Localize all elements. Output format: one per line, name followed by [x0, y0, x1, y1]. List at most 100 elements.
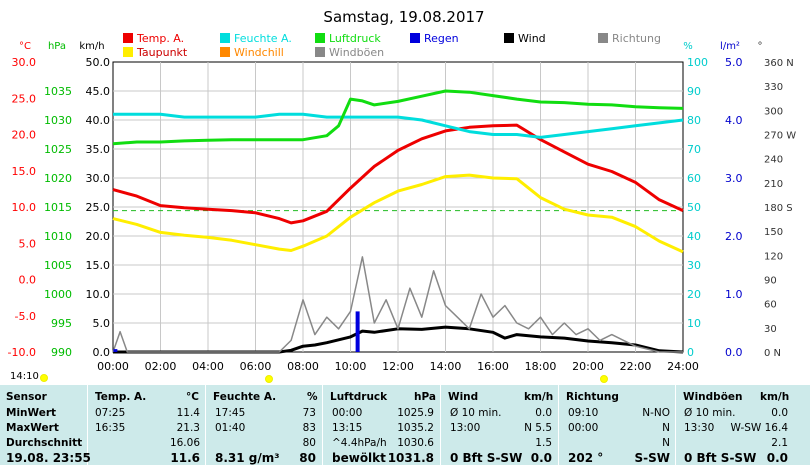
pressure-tick-label: 995	[51, 317, 72, 330]
cell-gust-time: 13:30	[684, 422, 715, 434]
legend-label: Taupunkt	[136, 46, 188, 59]
legend-swatch	[598, 33, 608, 43]
wind-tick-label: 15.0	[86, 259, 111, 272]
legend-label: Feuchte A.	[234, 32, 292, 45]
header-pressure-unit: hPa	[414, 391, 436, 403]
cell-wind-time: Ø 10 min.	[450, 407, 502, 419]
humidity-tick-label: 0	[687, 346, 694, 359]
header-humidity-unit: %	[307, 391, 318, 403]
cell-temp-val: 16.06	[169, 437, 200, 449]
direction-tick-label: 180 S	[764, 203, 793, 214]
axis-unit-labels: °C hPa km/h% l/m² °	[19, 41, 762, 52]
temp-tick-label: 20.0	[12, 129, 37, 142]
cell-label: MaxWert	[6, 422, 59, 434]
direction-tick-label: 90	[764, 276, 777, 287]
pressure-tick-label: 1010	[44, 230, 72, 243]
cell-dir-time: 00:00	[568, 422, 599, 434]
table-header: Sensor Temp. A. °C Feuchte A. % Luftdruc…	[0, 389, 810, 405]
pressure-tick-label: 990	[51, 346, 72, 359]
direction-tick-label: 150	[764, 227, 783, 238]
legend-swatch	[220, 33, 230, 43]
cell-wind-val: N 5.5	[524, 422, 552, 434]
cell-gust-time: Ø 10 min.	[684, 407, 736, 419]
legend-label: Regen	[424, 32, 459, 45]
time-tick-label: 14:00	[430, 360, 462, 373]
time-tick-label: 16:00	[477, 360, 509, 373]
legend-swatch	[315, 47, 325, 57]
series-line-taupunkt	[112, 173, 684, 254]
cell-dir-val: N-NO	[642, 407, 670, 419]
sunrise-icon	[265, 375, 273, 383]
pressure-tick-label: 1035	[44, 85, 72, 98]
chart-marks	[112, 89, 684, 354]
time-tick-label: 02:00	[145, 360, 177, 373]
cell-label: MinWert	[6, 407, 57, 419]
direction-axis-label: °	[758, 41, 763, 52]
cell-dir-val: N	[662, 422, 670, 434]
direction-tick-label: 120	[764, 251, 783, 262]
table-row: Durchschnitt 16.06 80 ^4.4hPa/h 1030.6 1.5 N 2.…	[0, 435, 810, 451]
rain-bar	[113, 349, 118, 352]
wind-tick-label: 40.0	[86, 114, 111, 127]
cell-hum-val: 73	[302, 407, 316, 419]
direction-tick-label: 210	[764, 179, 783, 190]
pressure-axis-label: hPa	[48, 41, 66, 52]
header-wind-unit: km/h	[524, 391, 554, 403]
humidity-tick-label: 20	[687, 288, 701, 301]
header-wind: Wind	[448, 391, 479, 403]
cell-dir-val: N	[662, 437, 670, 449]
temp-tick-label: 15.0	[12, 165, 37, 178]
time-tick-label: 18:00	[525, 360, 557, 373]
pressure-tick-label: 1005	[44, 259, 72, 272]
legend-swatch	[315, 33, 325, 43]
weather-chart: Samstag, 19.08.2017 Temp. A. Feuchte A. Lu…	[8, 8, 797, 373]
time-tick-label: 10:00	[335, 360, 367, 373]
wind-tick-label: 30.0	[86, 172, 111, 185]
wind-tick-label: 50.0	[86, 56, 111, 69]
humidity-tick-label: 40	[687, 230, 701, 243]
axis-ticks: 30.0 25.0 20.0 15.0 10.0 5.0 0.0 -5.0 -10.0 1035 1…	[8, 56, 797, 373]
rain-tick-label: 5.0	[725, 56, 743, 69]
chart-title: Samstag, 19.08.2017	[323, 8, 484, 26]
cell-pres-val: 1025.9	[397, 407, 434, 419]
legend-swatch	[410, 33, 420, 43]
col-direction	[559, 385, 676, 465]
humidity-axis-label: %	[683, 41, 693, 52]
cell-label: Durchschnitt	[6, 437, 83, 449]
pressure-tick-label: 1015	[44, 201, 72, 214]
header-gusts-unit: km/h	[760, 391, 790, 403]
wind-tick-label: 5.0	[93, 317, 111, 330]
cell-dir-time: 202 °	[568, 451, 604, 465]
temp-tick-label: 0.0	[19, 274, 37, 287]
humidity-tick-label: 30	[687, 259, 701, 272]
stats-table: Sensor Temp. A. °C Feuchte A. % Luftdruc…	[0, 385, 810, 465]
rain-tick-label: 2.0	[725, 230, 743, 243]
direction-tick-label: 0 N	[764, 348, 781, 359]
series-line-feuchte-a	[113, 112, 684, 139]
cell-gust-val: W-SW 16.4	[730, 422, 788, 434]
direction-tick-label: 30	[764, 324, 777, 335]
rain-tick-label: 0.0	[725, 346, 743, 359]
cell-wind-val: 0.0	[535, 407, 552, 419]
cell-temp-val: 11.4	[176, 407, 200, 419]
wind-tick-label: 10.0	[86, 288, 111, 301]
temp-tick-label: 5.0	[19, 237, 37, 250]
temp-tick-label: -5.0	[15, 310, 36, 323]
humidity-tick-label: 50	[687, 201, 701, 214]
rain-tick-label: 3.0	[725, 172, 743, 185]
time-tick-label: 04:00	[192, 360, 224, 373]
temp-tick-label: 30.0	[12, 56, 37, 69]
cell-temp-val: 21.3	[176, 422, 200, 434]
rain-bar	[355, 311, 360, 352]
series-line-windb-en	[112, 256, 683, 353]
header-sensor: Sensor	[6, 391, 47, 403]
cell-hum-time: 8.31 g/m³	[215, 451, 280, 465]
col-pressure	[323, 385, 441, 465]
sunset-icon	[600, 375, 608, 383]
humidity-tick-label: 60	[687, 172, 701, 185]
direction-tick-label: 300	[764, 106, 783, 117]
time-tick-label: 22:00	[620, 360, 652, 373]
direction-tick-label: 240	[764, 155, 783, 166]
table-row: 19.08. 23:55 11.6 8.31 g/m³ 80 bewölkt 1031.8…	[0, 450, 810, 466]
cell-dir-time: 09:10	[568, 407, 599, 419]
